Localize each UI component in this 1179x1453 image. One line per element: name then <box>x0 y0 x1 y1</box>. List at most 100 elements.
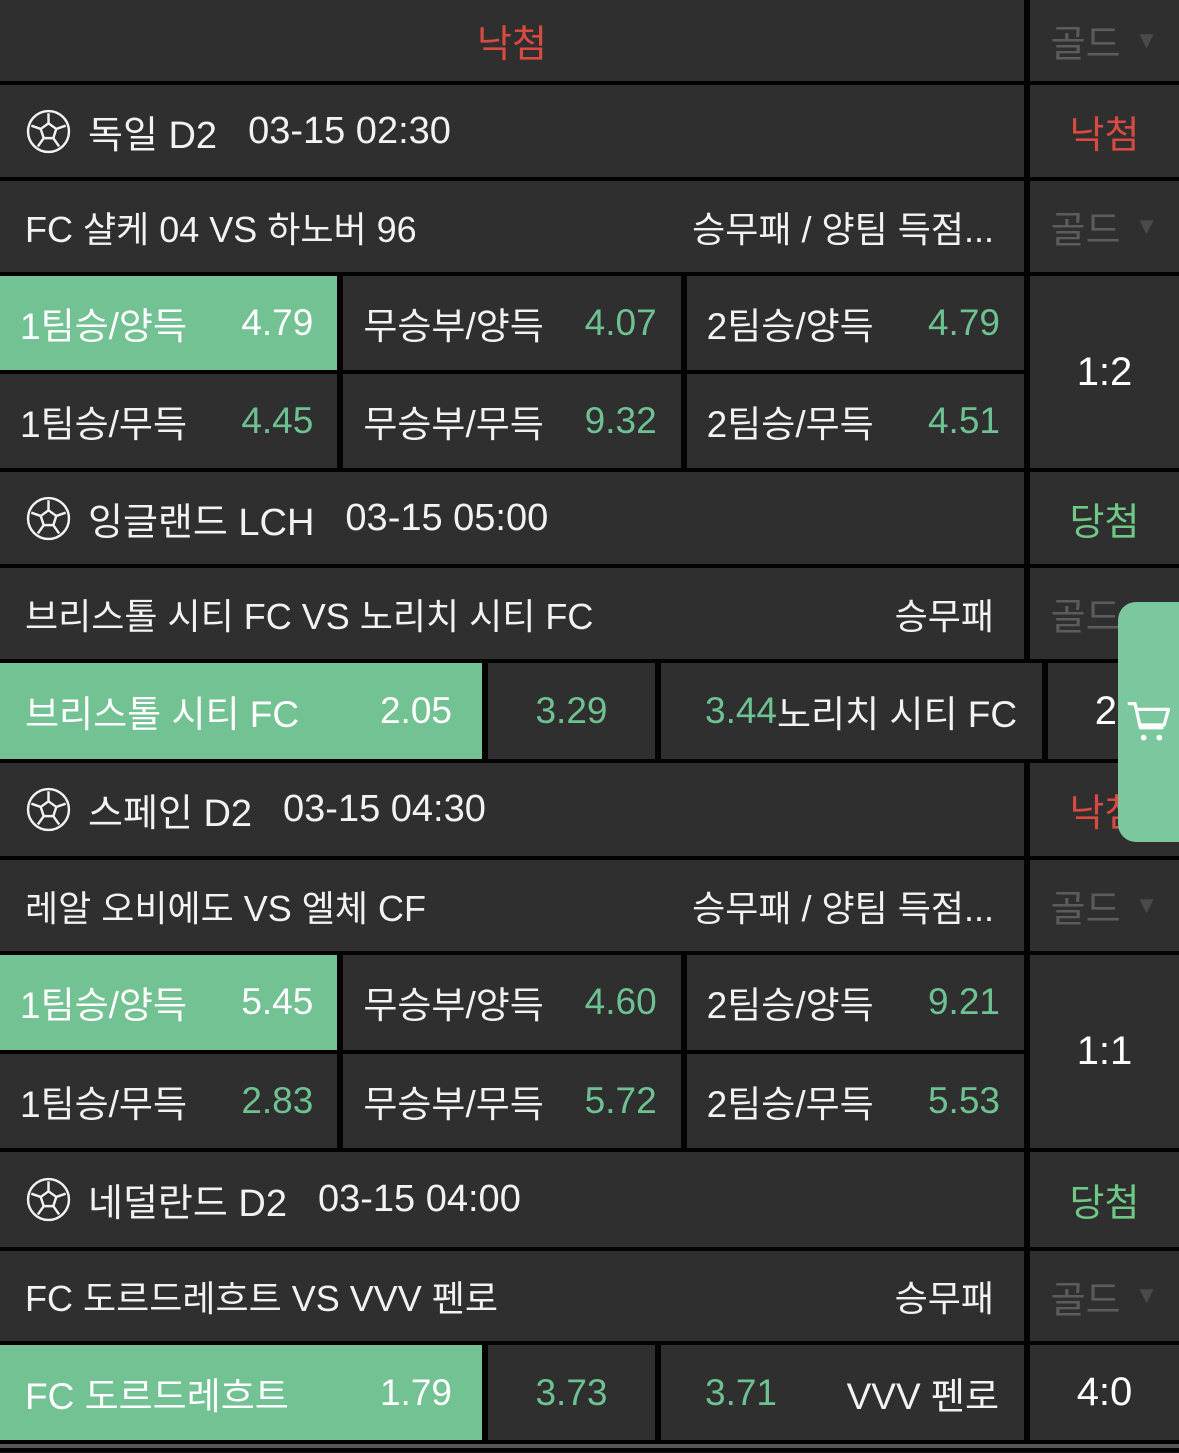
score-cell: 4:0 <box>1030 1345 1179 1440</box>
odds-value: 4.60 <box>584 981 657 1023</box>
chevron-down-icon: ▼ <box>1134 26 1159 54</box>
odds-option[interactable]: 무승부/무득 9.32 <box>343 374 681 468</box>
match-datetime: 03-15 04:30 <box>283 788 486 830</box>
odds-grid: 1팀승/양득 5.45 무승부/양득 4.60 2팀승/양득 9.21 1팀승/… <box>0 955 1024 1148</box>
filter-label: 골드 <box>1050 210 1121 252</box>
soccer-ball-icon <box>26 496 71 541</box>
odds-label: 1팀승/무득 <box>20 404 188 445</box>
odds-option-home[interactable]: 브리스톨 시티 FC 2.05 <box>0 663 482 759</box>
odds-value: 3.44 <box>705 690 778 731</box>
match-datetime: 03-15 04:00 <box>317 1178 521 1220</box>
cart-icon <box>1126 701 1172 743</box>
league-name: 네덜란드 D2 <box>88 1183 287 1225</box>
odds-option[interactable]: 2팀승/양득 4.79 <box>686 276 1024 370</box>
soccer-ball-icon <box>26 109 71 154</box>
match-cell: 레알 오비에도 VS 엘체 CF 승무패 / 양팀 득점... <box>0 860 1024 951</box>
odds-value: 9.32 <box>584 400 657 441</box>
odds-value: 5.53 <box>927 1079 1000 1121</box>
odds-block: 1팀승/양득 5.45 무승부/양득 4.60 2팀승/양득 9.21 1팀승/… <box>0 955 1179 1148</box>
odds-value: 4.45 <box>241 400 314 441</box>
odds-label: 1팀승/양득 <box>20 985 188 1027</box>
list-bottom-divider <box>0 1444 1179 1448</box>
odds-option[interactable]: 1팀승/무득 4.45 <box>0 374 338 468</box>
odds-option-draw[interactable]: 3.73 <box>488 1345 655 1440</box>
odds-label: 무승부/무득 <box>363 404 544 445</box>
odds-value: 5.45 <box>241 981 314 1023</box>
odds-label: 1팀승/양득 <box>20 306 188 347</box>
odds-label: 2팀승/양득 <box>706 306 874 347</box>
cart-button[interactable] <box>1118 602 1179 842</box>
filter-label: 골드 <box>1050 1279 1121 1322</box>
odds-value: 4.79 <box>927 302 1000 343</box>
odds-option-home[interactable]: FC 도르드레흐트 1.79 <box>0 1345 482 1440</box>
home-team: FC 도르드레흐트 <box>25 1375 289 1417</box>
odds-value: 1.79 <box>379 1371 452 1413</box>
odds-value: 4.79 <box>241 302 314 343</box>
odds-option-away[interactable]: 3.71 VVV 펜로 <box>661 1345 1024 1440</box>
filter-dropdown[interactable]: 골드 ▼ <box>1030 860 1179 951</box>
odds-value: 2.05 <box>379 690 452 731</box>
odds-option-away[interactable]: 3.44 노리치 시티 FC <box>661 663 1043 759</box>
odds-option[interactable]: 무승부/양득 4.60 <box>343 955 681 1050</box>
league-name: 스페인 D2 <box>88 793 253 835</box>
league-cell: 독일 D2 03-15 02:30 <box>0 85 1024 177</box>
filter-label: 골드 <box>1050 597 1121 639</box>
status-badge: 낙첨 <box>1069 114 1140 157</box>
odds-block: 브리스톨 시티 FC 2.05 3.29 3.44 노리치 시티 FC 2:1 <box>0 663 1179 759</box>
odds-grid: 1팀승/양득 4.79 무승부/양득 4.07 2팀승/양득 4.79 1팀승/… <box>0 276 1024 468</box>
header-status-cell: 낙첨 <box>0 0 1024 81</box>
final-score: 1:1 <box>1076 1029 1133 1073</box>
match-teams: 레알 오비에도 VS 엘체 CF <box>25 887 426 929</box>
odds-option[interactable]: 2팀승/무득 4.51 <box>686 374 1024 468</box>
header-status: 낙첨 <box>477 24 547 66</box>
soccer-ball-icon <box>26 1177 71 1222</box>
odds-label: 무승부/양득 <box>363 985 544 1027</box>
result-cell: 당첨 <box>1030 1152 1179 1247</box>
filter-label: 골드 <box>1050 889 1121 931</box>
odds-option[interactable]: 2팀승/무득 5.53 <box>686 1053 1024 1148</box>
odds-value: 3.29 <box>535 690 608 731</box>
odds-option[interactable]: 1팀승/무득 2.83 <box>0 1053 338 1148</box>
odds-value: 3.71 <box>705 1371 778 1413</box>
odds-label: 2팀승/양득 <box>706 985 874 1027</box>
market-type: 승무패 <box>894 1278 994 1319</box>
league-row: 스페인 D2 03-15 04:30 낙첨 <box>0 763 1179 856</box>
league-row: 잉글랜드 LCH 03-15 05:00 당첨 <box>0 472 1179 564</box>
result-cell: 당첨 <box>1030 472 1179 564</box>
odds-option[interactable]: 무승부/양득 4.07 <box>343 276 681 370</box>
away-team: VVV 펜로 <box>846 1375 999 1417</box>
odds-value: 9.21 <box>927 981 1000 1023</box>
odds-value: 3.73 <box>535 1371 608 1413</box>
odds-option[interactable]: 1팀승/양득 5.45 <box>0 955 338 1050</box>
odds-value: 2.83 <box>241 1079 314 1121</box>
match-row: 레알 오비에도 VS 엘체 CF 승무패 / 양팀 득점... 골드 ▼ <box>0 860 1179 951</box>
odds-option[interactable]: 무승부/무득 5.72 <box>343 1053 681 1148</box>
market-type: 승무패 / 양팀 득점... <box>692 208 994 250</box>
odds-option[interactable]: 2팀승/양득 9.21 <box>686 955 1024 1050</box>
match-datetime: 03-15 02:30 <box>248 109 451 152</box>
match-datetime: 03-15 05:00 <box>345 496 549 539</box>
odds-block: 1팀승/양득 4.79 무승부/양득 4.07 2팀승/양득 4.79 1팀승/… <box>0 276 1179 468</box>
market-type: 승무패 / 양팀 득점... <box>692 887 994 929</box>
header-filter-dropdown[interactable]: 골드 ▼ <box>1030 0 1179 81</box>
match-row: FC 도르드레흐트 VS VVV 펜로 승무패 골드 ▼ <box>0 1251 1179 1341</box>
score-cell: 1:2 <box>1030 276 1179 468</box>
league-row: 독일 D2 03-15 02:30 낙첨 <box>0 85 1179 177</box>
match-teams: FC 샬케 04 VS 하노버 96 <box>25 208 417 250</box>
status-badge: 당첨 <box>1069 501 1140 544</box>
filter-dropdown[interactable]: 골드 ▼ <box>1030 181 1179 272</box>
odds-block: FC 도르드레흐트 1.79 3.73 3.71 VVV 펜로 4:0 <box>0 1345 1179 1440</box>
odds-option[interactable]: 1팀승/양득 4.79 <box>0 276 338 370</box>
odds-label: 2팀승/무득 <box>706 404 874 445</box>
home-team: 브리스톨 시티 FC <box>25 694 300 735</box>
league-cell: 잉글랜드 LCH 03-15 05:00 <box>0 472 1024 564</box>
match-teams: 브리스톨 시티 FC VS 노리치 시티 FC <box>25 595 594 637</box>
final-score: 1:2 <box>1076 349 1133 394</box>
league-name: 잉글랜드 LCH <box>88 501 315 544</box>
match-cell: FC 샬케 04 VS 하노버 96 승무패 / 양팀 득점... <box>0 181 1024 272</box>
odds-option-draw[interactable]: 3.29 <box>488 663 655 759</box>
filter-dropdown[interactable]: 골드 ▼ <box>1030 1251 1179 1341</box>
odds-value: 5.72 <box>584 1079 657 1121</box>
chevron-down-icon: ▼ <box>1134 1282 1159 1309</box>
